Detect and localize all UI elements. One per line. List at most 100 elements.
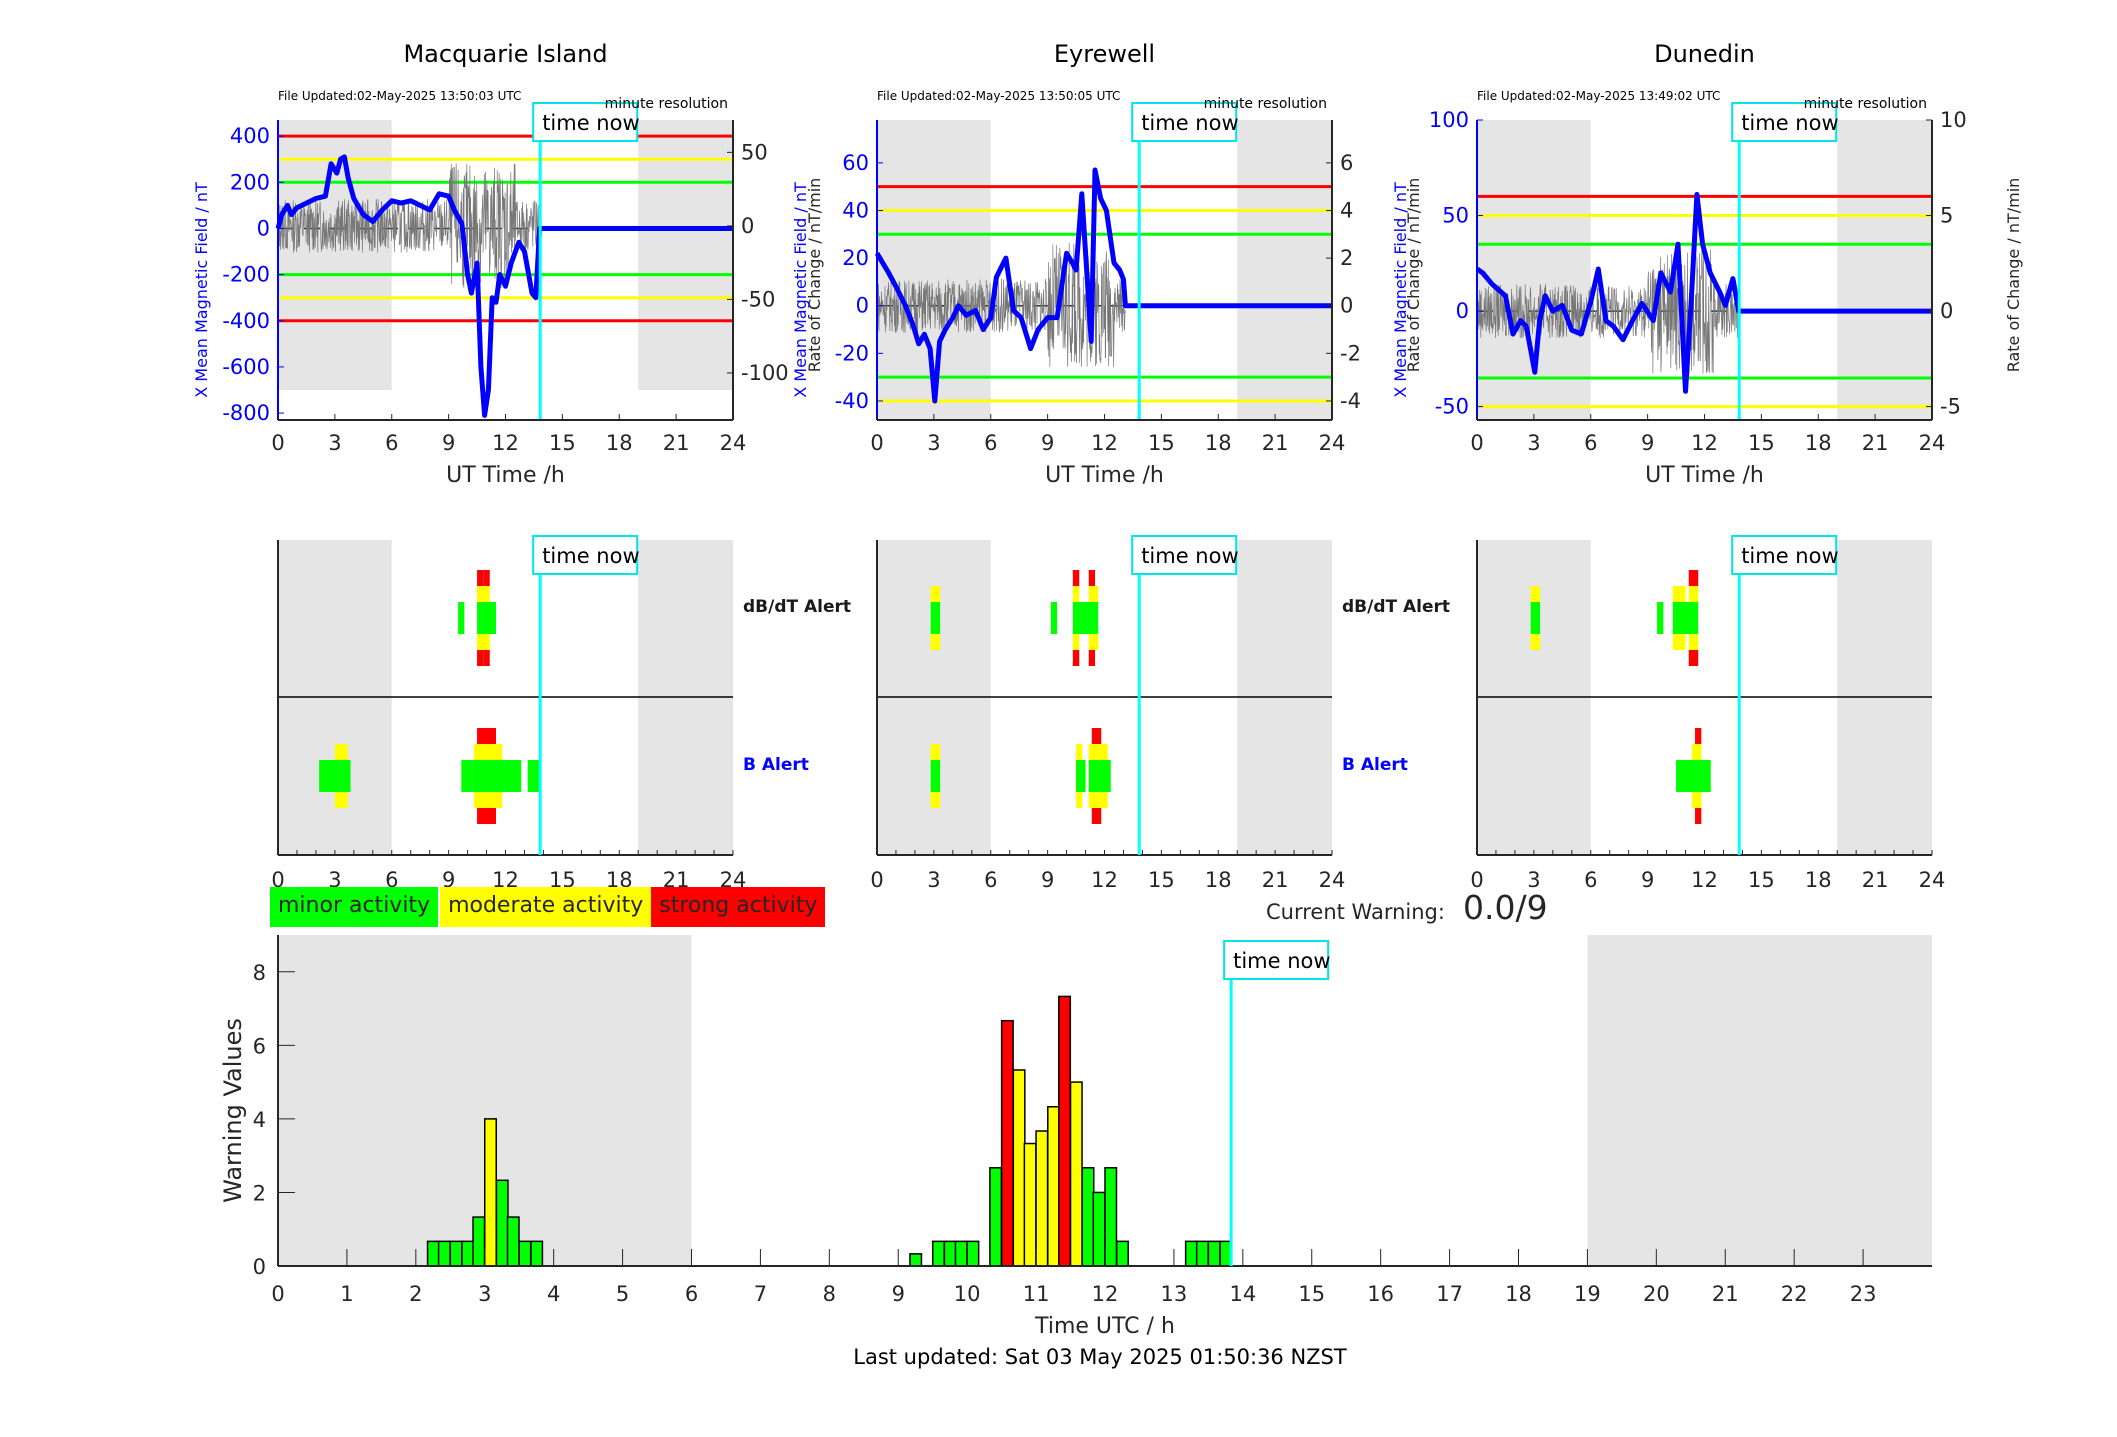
- alert-x-tick-label: 9: [1041, 868, 1054, 892]
- alert-x-tick-label: 6: [385, 868, 398, 892]
- alert-x-tick-label: 12: [1091, 868, 1118, 892]
- dbdt-minor-block: [1657, 602, 1664, 634]
- x-tick-label: 3: [328, 431, 341, 455]
- warning-x-tick-label: 1: [340, 1282, 353, 1306]
- warning-y-tick-label: 6: [253, 1034, 266, 1058]
- y-axis-label-left: X Mean Magnetic Field / nT: [1391, 182, 1410, 398]
- dbdt-minor-block: [1672, 602, 1699, 634]
- warning-x-tick-label: 11: [1023, 1282, 1050, 1306]
- warning-x-tick-label: 20: [1643, 1282, 1670, 1306]
- legend-minor: minor activity: [270, 887, 441, 927]
- b-alert-strong-block: [1091, 728, 1102, 744]
- b-alert-minor-block: [1088, 760, 1111, 792]
- dbdt-strong-block: [477, 570, 484, 586]
- x-tick-label: 6: [1584, 431, 1597, 455]
- x-tick-label: 24: [1319, 431, 1346, 455]
- alert-x-tick-label: 24: [1319, 868, 1346, 892]
- y-tick-label-left: -40: [835, 389, 869, 413]
- warning-bar: [1000, 1019, 1014, 1267]
- time-now-label: time now: [1741, 544, 1838, 568]
- y-tick-label-right: 10: [1940, 108, 1967, 132]
- y-tick-label-right: -100: [741, 361, 789, 385]
- time-now-box: [1731, 102, 1838, 142]
- x-tick-label: 0: [870, 431, 883, 455]
- b-alert-minor-block: [527, 760, 541, 792]
- b-alert-moderate-block: [1691, 744, 1702, 760]
- y-tick-label-left: -200: [222, 263, 270, 287]
- time-now-label: time now: [1141, 544, 1238, 568]
- alert-x-tick-label: 0: [1470, 868, 1483, 892]
- y-tick-label-left: 50: [1442, 204, 1469, 228]
- warning-bar: [437, 1240, 451, 1267]
- warning-bar: [966, 1240, 980, 1267]
- night-shading: [638, 120, 733, 390]
- time-now-box: [532, 102, 639, 142]
- y-tick-label-right: -4: [1340, 389, 1361, 413]
- dbdt-moderate-block: [1530, 634, 1541, 650]
- y-tick-label-right: 0: [1940, 299, 1953, 323]
- b-alert-label: B Alert: [1342, 755, 1408, 775]
- b-alert-minor-block: [1076, 760, 1086, 792]
- b-alert-minor-block: [930, 760, 941, 792]
- y-tick-label-left: 100: [1429, 108, 1469, 132]
- x-tick-label: 21: [1262, 431, 1289, 455]
- dbdt-alert-label: dB/dT Alert: [743, 597, 851, 617]
- y-axis-label-left: X Mean Magnetic Field / nT: [791, 182, 810, 398]
- resolution-label: minute resolution: [1804, 96, 1927, 112]
- x-tick-label: 9: [442, 431, 455, 455]
- dbdt-minor-block: [1530, 602, 1541, 634]
- dbdt-strong-block: [1688, 570, 1699, 586]
- time-now-box: [532, 535, 639, 575]
- y-tick-label-right: 2: [1340, 246, 1353, 270]
- panel-title: Dunedin: [1654, 40, 1755, 68]
- warning-bar: [495, 1179, 509, 1267]
- b-alert-strong-block: [1091, 808, 1102, 824]
- dbdt-moderate-block: [930, 634, 941, 650]
- alert-x-tick-label: 21: [1262, 868, 1289, 892]
- x-tick-label: 18: [1205, 431, 1232, 455]
- y-tick-label-right: -2: [1340, 341, 1361, 365]
- alert-x-tick-label: 0: [271, 868, 284, 892]
- warning-x-tick-label: 16: [1367, 1282, 1394, 1306]
- warning-y-tick-label: 0: [253, 1255, 266, 1279]
- time-now-box: [1131, 102, 1238, 142]
- alert-x-tick-label: 3: [1527, 868, 1540, 892]
- alert-x-tick-label: 21: [1862, 868, 1889, 892]
- current-warning-label: Current Warning:: [1266, 900, 1445, 924]
- time-now-label: time now: [1141, 111, 1238, 135]
- warning-x-tick-label: 9: [892, 1282, 905, 1306]
- b-alert-label: B Alert: [743, 755, 809, 775]
- dbdt-moderate-block: [1688, 634, 1699, 650]
- b-alert-strong-block: [1695, 728, 1702, 744]
- file-updated-label: File Updated:02-May-2025 13:49:02 UTC: [1477, 89, 1720, 103]
- rate-of-change-trace: [1476, 249, 1739, 374]
- dbdt-moderate-block: [1672, 634, 1686, 650]
- dbdt-minor-block: [1072, 602, 1099, 634]
- alert-x-tick-label: 3: [328, 868, 341, 892]
- y-axis-label-right: Rate of Change / nT/min: [1404, 178, 1423, 373]
- b-alert-moderate-block: [1076, 744, 1083, 760]
- time-now-box: [1223, 940, 1330, 980]
- x-tick-label: 21: [1862, 431, 1889, 455]
- dbdt-moderate-block: [1530, 586, 1541, 602]
- dbdt-moderate-block: [1072, 634, 1080, 650]
- warning-x-tick-label: 7: [754, 1282, 767, 1306]
- warning-bar: [1035, 1130, 1049, 1267]
- current-warning-value: 0.0/9: [1462, 888, 1548, 927]
- alert-x-tick-label: 9: [442, 868, 455, 892]
- last-updated: Last updated: Sat 03 May 2025 01:50:36 N…: [853, 1345, 1347, 1369]
- warning-x-tick-label: 8: [823, 1282, 836, 1306]
- dbdt-moderate-block: [930, 586, 941, 602]
- alert-x-tick-label: 0: [870, 868, 883, 892]
- y-tick-label-right: -5: [1940, 395, 1961, 419]
- warning-x-tick-label: 0: [271, 1282, 284, 1306]
- warning-y-axis-label: Warning Values: [219, 1018, 247, 1203]
- b-alert-moderate-block: [334, 792, 348, 808]
- rate-of-change-trace: [876, 242, 1126, 368]
- warning-bar: [484, 1118, 497, 1267]
- warning-bar: [1023, 1142, 1037, 1267]
- night-shading: [1587, 935, 1932, 1266]
- alert-x-tick-label: 24: [1919, 868, 1946, 892]
- dbdt-moderate-block: [1672, 586, 1686, 602]
- b-alert-strong-block: [1695, 808, 1702, 824]
